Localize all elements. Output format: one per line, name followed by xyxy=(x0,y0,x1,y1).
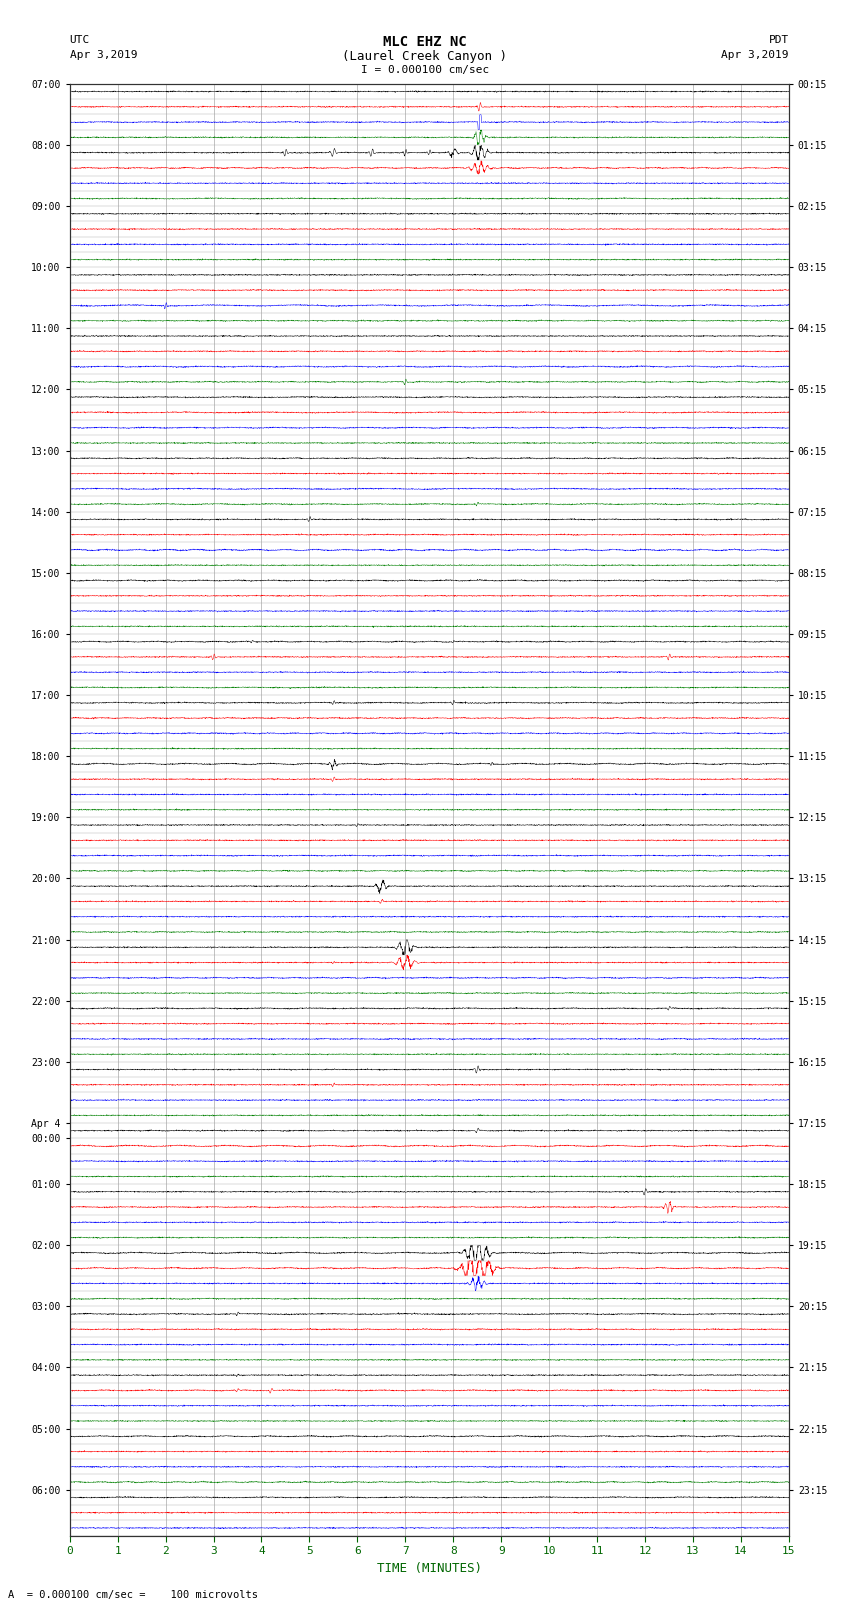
Text: UTC: UTC xyxy=(70,35,90,45)
Text: MLC EHZ NC: MLC EHZ NC xyxy=(383,35,467,50)
X-axis label: TIME (MINUTES): TIME (MINUTES) xyxy=(377,1561,482,1574)
Text: Apr 3,2019: Apr 3,2019 xyxy=(70,50,137,60)
Text: PDT: PDT xyxy=(768,35,789,45)
Text: Apr 3,2019: Apr 3,2019 xyxy=(722,50,789,60)
Text: (Laurel Creek Canyon ): (Laurel Creek Canyon ) xyxy=(343,50,507,63)
Text: A  = 0.000100 cm/sec =    100 microvolts: A = 0.000100 cm/sec = 100 microvolts xyxy=(8,1590,258,1600)
Text: I = 0.000100 cm/sec: I = 0.000100 cm/sec xyxy=(361,65,489,74)
